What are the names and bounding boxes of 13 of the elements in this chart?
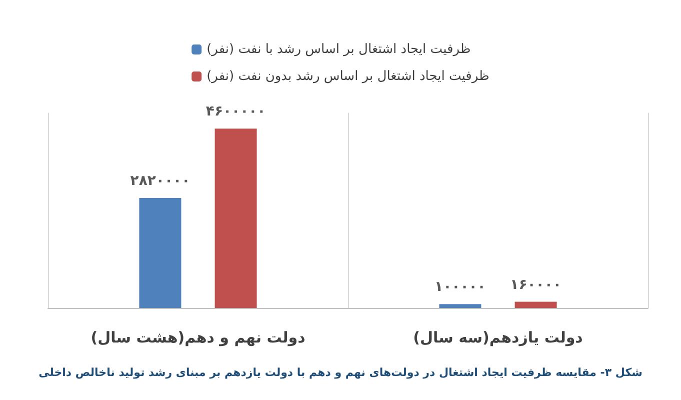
- legend-label: ظرفیت ایجاد اشتغال بر اساس رشد با نفت (نفر): [206, 42, 471, 57]
- bar: [139, 198, 182, 308]
- x-tick-label: دولت نهم و دهم(هشت سال): [90, 328, 306, 346]
- data-label: ۱۶۰۰۰۰: [510, 276, 562, 293]
- text: شکل ۳- مقایسه ظرفیت ایجاد اشتغال در دولت‌های نهم و دهم با دولت یازدهم بر مبنای رشد تولید ناخالص داخلی: [38, 366, 642, 379]
- data-label: ۲۸۲۰۰۰۰: [130, 173, 190, 190]
- data-label: ۴۶۰۰۰۰۰: [206, 104, 266, 120]
- x-tick-label: دولت یازدهم(سه سال): [413, 328, 584, 346]
- bar: [214, 128, 257, 308]
- legend-label: ظرفیت ایجاد اشتغال بر اساس رشد بدون نفت (نفر): [206, 69, 490, 84]
- bar: [514, 302, 557, 308]
- bar: [439, 304, 482, 308]
- data-label: ۱۰۰۰۰۰: [434, 279, 486, 296]
